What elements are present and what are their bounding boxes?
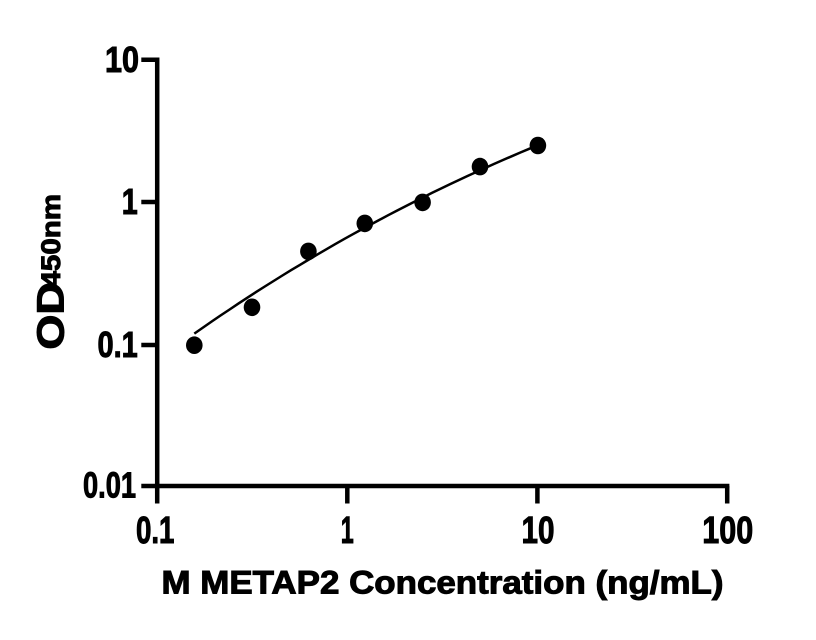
- svg-text:0.1: 0.1: [98, 324, 138, 365]
- svg-text:M METAP2 Concentration (ng/mL): M METAP2 Concentration (ng/mL): [162, 565, 724, 601]
- svg-text:100: 100: [702, 510, 753, 552]
- svg-text:OD: OD: [30, 282, 72, 350]
- svg-text:10: 10: [522, 510, 555, 552]
- svg-text:0.01: 0.01: [83, 465, 136, 506]
- svg-text:10: 10: [105, 39, 139, 80]
- svg-text:450nm: 450nm: [36, 194, 66, 288]
- svg-text:1: 1: [122, 181, 138, 222]
- svg-text:0.1: 0.1: [136, 510, 175, 552]
- svg-text:1: 1: [341, 510, 354, 552]
